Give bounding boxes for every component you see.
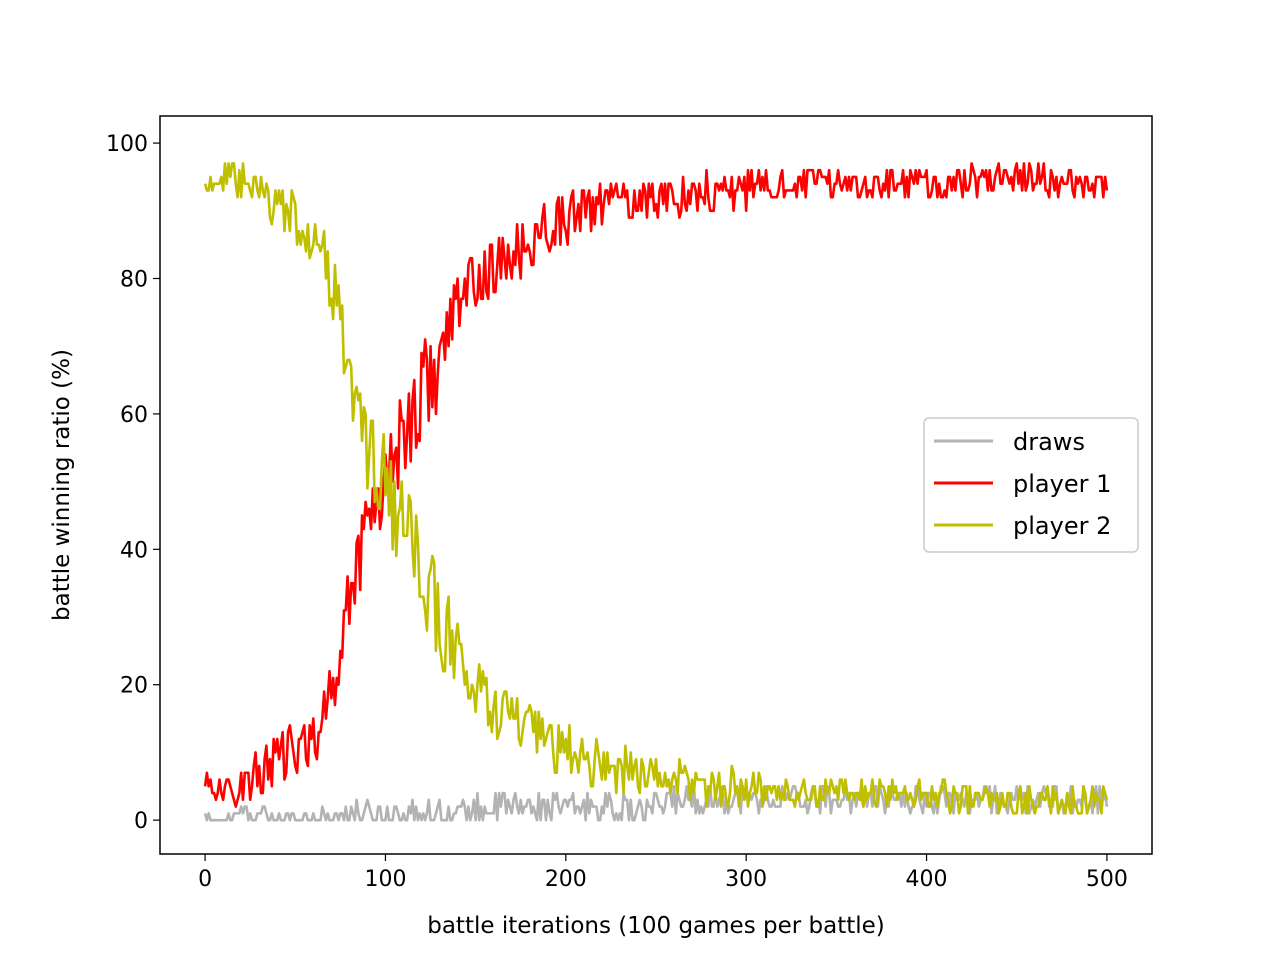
x-axis-label: battle iterations (100 games per battle) xyxy=(427,913,885,939)
series-line-player-2 xyxy=(203,162,1109,815)
y-tick-label: 20 xyxy=(120,674,148,699)
series-line-player-1 xyxy=(203,162,1109,808)
legend: draws player 1 player 2 xyxy=(923,417,1139,553)
legend-label: player 2 xyxy=(1013,512,1111,540)
y-tick-label: 60 xyxy=(120,403,148,428)
y-tick-label: 80 xyxy=(120,267,148,292)
series-layer xyxy=(203,162,1109,822)
x-tick-label: 400 xyxy=(906,867,948,892)
x-tick-label: 200 xyxy=(545,867,587,892)
legend-label: player 1 xyxy=(1013,470,1111,498)
legend-box xyxy=(923,417,1139,553)
y-tick-label: 0 xyxy=(134,809,148,834)
x-axis: 0 100 200 300 400 500 xyxy=(198,854,1128,892)
plot-frame xyxy=(159,115,1153,855)
x-tick-label: 0 xyxy=(198,867,212,892)
y-axis-label: battle winning ratio (%) xyxy=(49,349,75,621)
x-tick-label: 300 xyxy=(725,867,767,892)
legend-label: draws xyxy=(1013,428,1085,456)
y-tick-label: 100 xyxy=(106,132,148,157)
y-axis: 0 20 40 60 80 100 xyxy=(106,132,160,834)
x-tick-label: 100 xyxy=(364,867,406,892)
x-tick-label: 500 xyxy=(1086,867,1128,892)
y-tick-label: 40 xyxy=(120,538,148,563)
